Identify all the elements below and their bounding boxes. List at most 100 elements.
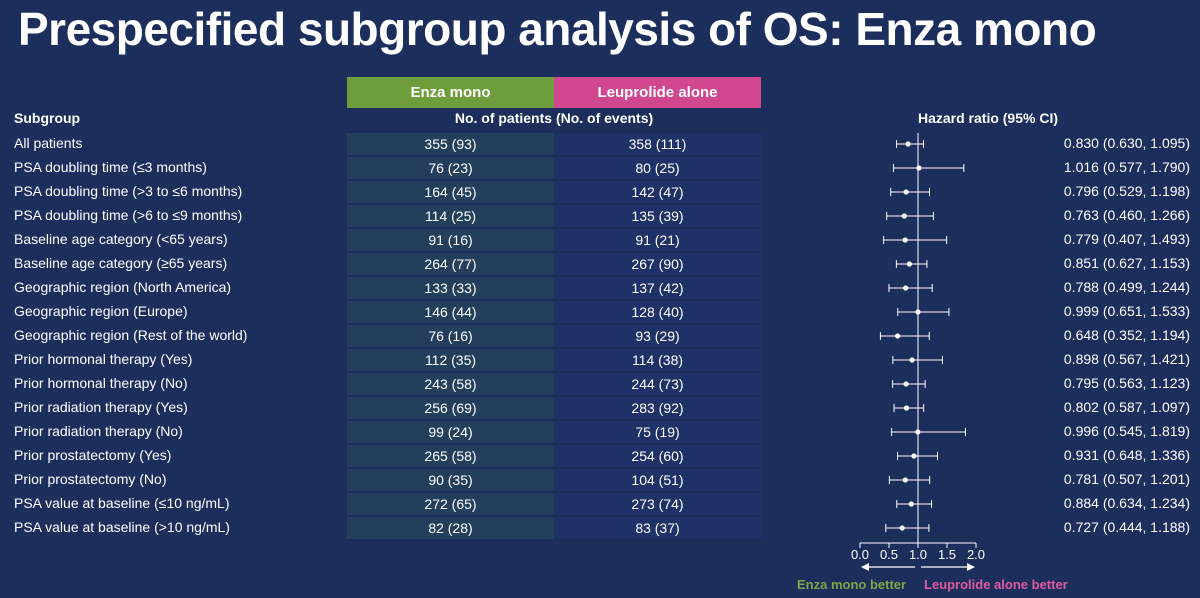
hazard-ratio-text: 0.648 (0.352, 1.194) bbox=[1063, 327, 1190, 343]
enza-patients-cell: 91 (16) bbox=[347, 229, 554, 251]
right-arrowhead bbox=[967, 563, 976, 571]
table-row: PSA doubling time (>6 to ≤9 months) 114 (… bbox=[0, 204, 1200, 228]
hazard-ratio-column-label: Hazard ratio (95% CI) bbox=[917, 110, 1059, 126]
leuprolide-patients-cell: 283 (92) bbox=[554, 397, 761, 419]
enza-patients-cell: 76 (23) bbox=[347, 157, 554, 179]
left-arrowhead bbox=[860, 563, 869, 571]
enza-patients-cell: 264 (77) bbox=[347, 253, 554, 275]
hazard-ratio-text: 0.763 (0.460, 1.266) bbox=[1063, 207, 1190, 223]
enza-patients-cell: 355 (93) bbox=[347, 133, 554, 155]
subgroup-name: Baseline age category (<65 years) bbox=[14, 231, 228, 247]
subgroup-name: PSA doubling time (>6 to ≤9 months) bbox=[14, 207, 243, 223]
subgroup-name: Geographic region (Europe) bbox=[14, 303, 188, 319]
hazard-ratio-text: 0.727 (0.444, 1.188) bbox=[1063, 519, 1190, 535]
hazard-ratio-text: 0.779 (0.407, 1.493) bbox=[1063, 231, 1190, 247]
table-row: Geographic region (Europe) 146 (44) 128 (4… bbox=[0, 300, 1200, 324]
x-tick-label: 0.0 bbox=[851, 547, 869, 562]
hr-point bbox=[915, 309, 921, 315]
hazard-ratio-text: 0.802 (0.587, 1.097) bbox=[1063, 399, 1190, 415]
x-tick-label: 0.5 bbox=[880, 547, 898, 562]
hazard-ratio-text: 0.884 (0.634, 1.234) bbox=[1063, 495, 1190, 511]
leuprolide-patients-cell: 83 (37) bbox=[554, 517, 761, 539]
x-tick-label: 1.0 bbox=[909, 547, 927, 562]
leuprolide-patients-cell: 75 (19) bbox=[554, 421, 761, 443]
subgroup-name: Geographic region (North America) bbox=[14, 279, 232, 295]
hazard-ratio-text: 1.016 (0.577, 1.790) bbox=[1063, 159, 1190, 175]
hr-point bbox=[902, 237, 908, 243]
table-row: PSA value at baseline (>10 ng/mL) 82 (28)… bbox=[0, 516, 1200, 540]
hr-point bbox=[894, 333, 901, 339]
subgroup-name: PSA doubling time (>3 to ≤6 months) bbox=[14, 183, 243, 199]
enza-patients-cell: 164 (45) bbox=[347, 181, 554, 203]
table-row: Prior radiation therapy (No) 99 (24) 75 (1… bbox=[0, 420, 1200, 444]
page-title: Prespecified subgroup analysis of OS: En… bbox=[18, 3, 1097, 55]
hr-point bbox=[906, 261, 912, 267]
subgroup-name: Baseline age category (≥65 years) bbox=[14, 255, 228, 271]
hr-point bbox=[908, 501, 914, 507]
enza-patients-cell: 133 (33) bbox=[347, 277, 554, 299]
subgroup-column-label: Subgroup bbox=[14, 110, 81, 126]
table-row: Baseline age category (<65 years) 91 (16)… bbox=[0, 228, 1200, 252]
enza-patients-cell: 114 (25) bbox=[347, 205, 554, 227]
enza-patients-cell: 76 (16) bbox=[347, 325, 554, 347]
hazard-ratio-text: 0.830 (0.630, 1.095) bbox=[1063, 135, 1190, 151]
hr-point bbox=[916, 165, 922, 171]
subgroup-name: Prior radiation therapy (Yes) bbox=[14, 399, 188, 415]
leuprolide-patients-cell: 135 (39) bbox=[554, 205, 761, 227]
hazard-ratio-text: 0.781 (0.507, 1.201) bbox=[1063, 471, 1190, 487]
subgroup-name: Geographic region (Rest of the world) bbox=[14, 327, 248, 343]
leuprolide-patients-cell: 267 (90) bbox=[554, 253, 761, 275]
subgroup-name: PSA doubling time (≤3 months) bbox=[14, 159, 207, 175]
hr-point bbox=[899, 525, 905, 531]
hr-point bbox=[915, 429, 921, 435]
enza-patients-cell: 99 (24) bbox=[347, 421, 554, 443]
table-row: PSA value at baseline (≤10 ng/mL) 272 (65… bbox=[0, 492, 1200, 516]
hr-point bbox=[903, 285, 909, 291]
enza-patients-cell: 265 (58) bbox=[347, 445, 554, 467]
patients-column-label: No. of patients (No. of events) bbox=[454, 110, 654, 126]
table-row: PSA doubling time (>3 to ≤6 months) 164 (… bbox=[0, 180, 1200, 204]
leuprolide-patients-cell: 128 (40) bbox=[554, 301, 761, 323]
table-row: Baseline age category (≥65 years) 264 (77… bbox=[0, 252, 1200, 276]
leuprolide-patients-cell: 273 (74) bbox=[554, 493, 761, 515]
hr-point bbox=[903, 405, 910, 411]
leuprolide-header: Leuprolide alone bbox=[554, 77, 761, 108]
leuprolide-patients-cell: 254 (60) bbox=[554, 445, 761, 467]
leuprolide-patients-cell: 358 (111) bbox=[554, 133, 761, 155]
hr-point bbox=[911, 453, 917, 459]
enza-patients-cell: 90 (35) bbox=[347, 469, 554, 491]
leuprolide-patients-cell: 244 (73) bbox=[554, 373, 761, 395]
leuprolide-patients-cell: 80 (25) bbox=[554, 157, 761, 179]
table-row: Prior radiation therapy (Yes) 256 (69) 283… bbox=[0, 396, 1200, 420]
enza-patients-cell: 146 (44) bbox=[347, 301, 554, 323]
table-row: Prior prostatectomy (No) 90 (35) 104 (51) 0… bbox=[0, 468, 1200, 492]
leuprolide-better-label: Leuprolide alone better bbox=[924, 577, 1068, 592]
table-row: Geographic region (Rest of the world) 76 … bbox=[0, 324, 1200, 348]
enza-mono-header: Enza mono bbox=[347, 77, 554, 108]
hazard-ratio-text: 0.851 (0.627, 1.153) bbox=[1063, 255, 1190, 271]
subgroup-name: Prior prostatectomy (Yes) bbox=[14, 447, 172, 463]
leuprolide-patients-cell: 91 (21) bbox=[554, 229, 761, 251]
hr-point bbox=[909, 357, 915, 363]
enza-patients-cell: 82 (28) bbox=[347, 517, 554, 539]
enza-patients-cell: 112 (35) bbox=[347, 349, 554, 371]
hr-point bbox=[901, 213, 907, 219]
x-tick-label: 2.0 bbox=[967, 547, 985, 562]
table-row: Prior prostatectomy (Yes) 265 (58) 254 (60… bbox=[0, 444, 1200, 468]
leuprolide-patients-cell: 104 (51) bbox=[554, 469, 761, 491]
leuprolide-patients-cell: 137 (42) bbox=[554, 277, 761, 299]
subgroup-name: Prior prostatectomy (No) bbox=[14, 471, 167, 487]
hazard-ratio-text: 0.999 (0.651, 1.533) bbox=[1063, 303, 1190, 319]
leuprolide-patients-cell: 142 (47) bbox=[554, 181, 761, 203]
hr-point bbox=[903, 381, 909, 387]
enza-better-label: Enza mono better bbox=[797, 577, 907, 592]
table-row: Prior hormonal therapy (Yes) 112 (35) 114 … bbox=[0, 348, 1200, 372]
hr-point bbox=[903, 189, 909, 195]
subgroup-name: PSA value at baseline (>10 ng/mL) bbox=[14, 519, 230, 535]
enza-patients-cell: 256 (69) bbox=[347, 397, 554, 419]
hazard-ratio-text: 0.788 (0.499, 1.244) bbox=[1063, 279, 1190, 295]
leuprolide-patients-cell: 93 (29) bbox=[554, 325, 761, 347]
subgroup-name: Prior radiation therapy (No) bbox=[14, 423, 183, 439]
subgroup-name: All patients bbox=[14, 135, 83, 151]
enza-patients-cell: 243 (58) bbox=[347, 373, 554, 395]
